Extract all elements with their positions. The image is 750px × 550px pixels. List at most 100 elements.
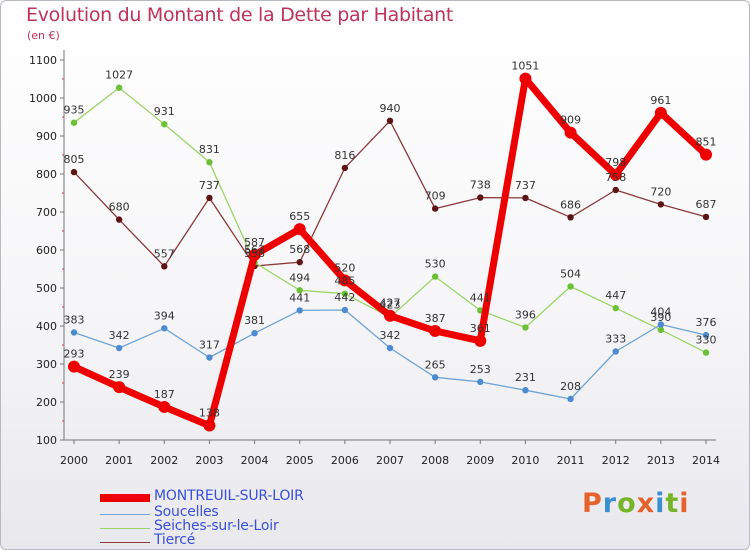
data-point [115,344,123,352]
data-point [115,216,123,223]
legend-swatch [100,494,150,502]
y-tick-label: 100 [36,434,57,447]
x-tick-label: 2013 [647,454,675,467]
x-tick-label: 2005 [286,454,314,467]
data-label: 342 [380,329,401,342]
data-point [113,381,126,394]
data-point [657,326,665,333]
y-tick-label: 400 [36,320,57,333]
y-tick-label: 800 [36,168,57,181]
x-tick-label: 2000 [60,454,88,467]
data-point [386,344,394,352]
x-tick-label: 2010 [511,454,539,467]
data-point [341,306,349,314]
data-label: 423 [380,298,401,311]
data-label: 530 [425,258,446,271]
data-label: 567 [244,244,265,257]
data-label: 293 [64,348,85,361]
x-tick-label: 2003 [195,454,223,467]
data-label: 317 [199,339,220,352]
data-point [296,287,303,294]
data-label: 239 [109,368,130,381]
logo-letter: P [582,488,603,519]
data-label: 187 [154,388,175,401]
data-point [702,331,710,339]
data-point [431,273,439,280]
data-label: 940 [380,102,401,115]
data-point [474,334,487,347]
data-point [203,419,216,432]
data-label: 831 [199,143,220,156]
data-label: 390 [650,311,671,324]
y-tick-label: 500 [36,282,57,295]
data-label: 931 [154,105,175,118]
data-label: 383 [64,313,85,326]
y-tick-label: 300 [36,358,57,371]
data-label: 568 [289,243,310,256]
data-label: 265 [425,358,446,371]
series-line-3 [73,120,707,267]
x-tick-label: 2008 [421,454,449,467]
legend-label: Tiercé [154,532,196,548]
data-point [657,201,665,208]
data-point [384,309,396,322]
series-layer [68,72,712,432]
data-label: 558 [244,247,265,260]
data-label: 442 [334,291,355,304]
proxiti-logo: Proxiti [582,488,690,519]
data-label: 447 [605,289,626,302]
data-label: 805 [64,153,85,166]
x-tick-label: 2001 [105,454,133,467]
data-point [567,283,574,290]
data-point [206,194,213,202]
data-point [702,349,710,356]
logo-letter: i [679,488,690,519]
legend-swatch [100,514,150,515]
data-point [115,84,123,91]
chart-subtitle: (en €) [27,29,60,42]
x-tick-label: 2012 [602,454,630,467]
data-point [206,159,213,166]
data-point [700,148,712,161]
data-point [522,194,529,202]
logo-letter: x [636,488,656,519]
data-label: 686 [560,198,581,211]
y-tick-label: 900 [36,130,57,143]
logo-letter: r [602,488,618,519]
data-label: 816 [334,149,355,162]
data-label: 330 [696,334,717,347]
series-line-1 [73,309,707,400]
data-label: 361 [470,322,491,335]
data-label: 758 [605,171,626,184]
data-label: 427 [380,297,401,310]
data-label: 737 [199,179,220,192]
data-point [386,117,394,125]
data-label-layer: 293 239 187 138 587 655 520 427 387 361 1051 909 798… [64,60,717,420]
data-label: 798 [605,156,626,169]
data-label: 520 [334,261,355,274]
data-label: 342 [109,329,130,342]
data-label: 680 [109,201,130,214]
data-label: 396 [515,309,536,322]
data-point [654,106,667,119]
x-tick-label: 2014 [692,454,720,467]
data-label: 394 [154,309,175,322]
data-label: 441 [289,291,310,304]
data-label: 1027 [105,69,133,82]
data-label: 485 [334,275,355,288]
y-tick-label: 1000 [29,92,57,105]
chart-title: Evolution du Montant de la Dette par Hab… [26,4,454,26]
data-label: 333 [605,332,626,345]
data-label: 441 [470,291,491,304]
data-label: 138 [199,407,220,420]
data-point [519,72,532,85]
data-point [251,330,258,337]
data-point [567,395,574,403]
data-point [522,387,529,394]
data-label: 909 [560,114,581,127]
data-point [477,194,484,201]
data-label: 709 [425,190,446,203]
data-point [161,325,168,332]
x-tick-label: 2004 [241,454,269,467]
